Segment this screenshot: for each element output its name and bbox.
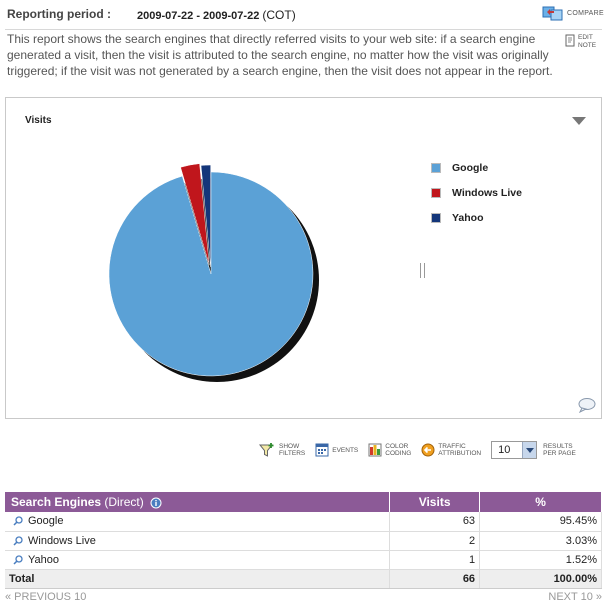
traffic-attribution-line1: TRAFFIC: [438, 443, 466, 450]
legend-swatch-google: [431, 162, 441, 173]
table-row: Yahoo 1 1.52%: [5, 550, 602, 570]
show-filters-line2: FILTERS: [279, 450, 306, 457]
row-name: Yahoo: [28, 553, 59, 566]
events-button[interactable]: EVENTS: [315, 443, 358, 457]
edit-note-label: EDIT NOTE: [578, 34, 596, 50]
results-per-page-value: 10: [498, 444, 511, 456]
color-coding-line1: COLOR: [385, 443, 409, 450]
calendar-icon: [315, 443, 329, 457]
pie-chart: [108, 163, 319, 382]
compare-icon: [542, 6, 563, 21]
panel-resize-handle[interactable]: [420, 263, 425, 278]
row-visits: 2: [389, 531, 481, 551]
pie-slice-google[interactable]: [108, 171, 314, 377]
table-row: Google 63 95.45%: [5, 512, 602, 532]
show-filters-button[interactable]: SHOW FILTERS: [258, 442, 305, 458]
next-page-link[interactable]: NEXT 10 »: [548, 591, 602, 603]
results-per-page-line2: PER PAGE: [543, 450, 576, 457]
report-header: Reporting period : 2009-07-22 - 2009-07-…: [0, 0, 607, 30]
color-coding-button[interactable]: COLOR CODING: [368, 443, 411, 457]
chevron-down-icon[interactable]: [522, 442, 537, 458]
row-link-google[interactable]: Google: [9, 515, 385, 527]
show-filters-line1: SHOW: [279, 443, 300, 450]
row-percent: 1.52%: [479, 550, 602, 570]
legend-item-google: Google: [431, 155, 522, 180]
table-header-row: Search Engines (Direct) Visits %: [5, 492, 602, 512]
row-name: Windows Live: [28, 534, 96, 547]
row-link-windows-live[interactable]: Windows Live: [9, 535, 385, 547]
reporting-period-label: Reporting period :: [7, 7, 111, 21]
legend-label-google: Google: [452, 161, 489, 174]
results-per-page: 10 RESULTS PER PAGE: [491, 441, 576, 459]
traffic-attribution-button[interactable]: TRAFFIC ATTRIBUTION: [421, 443, 481, 457]
column-header-percent[interactable]: %: [479, 492, 602, 512]
edit-note-icon: [565, 34, 575, 47]
chart-title: Visits: [25, 115, 52, 126]
previous-page-link[interactable]: « PREVIOUS 10: [5, 591, 87, 603]
table-row: Windows Live 2 3.03%: [5, 531, 602, 551]
legend-swatch-windows-live: [431, 187, 441, 198]
events-label: EVENTS: [332, 446, 359, 454]
edit-note-line2: NOTE: [578, 42, 597, 49]
legend-swatch-yahoo: [431, 212, 441, 223]
timezone: (COT): [262, 8, 296, 22]
edit-note-button[interactable]: EDIT NOTE: [565, 34, 596, 50]
total-label: Total: [5, 569, 391, 589]
magnifier-icon: [13, 516, 23, 526]
pie-slice-yahoo[interactable]: [200, 164, 211, 268]
legend-label-windows-live: Windows Live: [452, 186, 522, 199]
chart-panel: Visits Google Windows Live Yahoo: [5, 97, 602, 419]
column-header-search-engines[interactable]: Search Engines (Direct): [5, 492, 391, 512]
period-dates: 2009-07-22 - 2009-07-22: [137, 10, 260, 22]
edit-note-line1: EDIT: [578, 34, 593, 41]
table-total-row: Total 66 100.00%: [5, 569, 602, 589]
row-name: Google: [28, 515, 64, 528]
column-header-name: Search Engines: [11, 495, 102, 509]
row-percent: 3.03%: [479, 531, 602, 551]
results-per-page-line1: RESULTS: [543, 443, 573, 450]
legend-item-yahoo: Yahoo: [431, 205, 522, 230]
color-coding-line2: CODING: [385, 450, 412, 457]
pie-slice-windows-live[interactable]: [180, 163, 210, 266]
report-toolbar: SHOW FILTERS EVENTS COLOR CODING TRAFFIC AT…: [258, 438, 576, 462]
header-divider: [5, 29, 602, 30]
traffic-attribution-icon: [421, 443, 435, 457]
compare-button[interactable]: COMPARE: [542, 5, 604, 22]
reporting-period-value[interactable]: 2009-07-22 - 2009-07-22 (COT): [137, 8, 296, 22]
column-header-subtitle: (Direct): [104, 495, 144, 509]
comment-icon[interactable]: [577, 397, 597, 413]
report-description: This report shows the search engines tha…: [7, 32, 553, 78]
info-icon[interactable]: [150, 497, 162, 509]
row-percent: 95.45%: [479, 512, 602, 532]
row-visits: 63: [389, 512, 481, 532]
search-engines-table: Search Engines (Direct) Visits % Google …: [5, 492, 602, 589]
compare-label: COMPARE: [567, 10, 604, 17]
row-link-yahoo[interactable]: Yahoo: [9, 554, 385, 566]
row-visits: 1: [389, 550, 481, 570]
traffic-attribution-line2: ATTRIBUTION: [438, 450, 482, 457]
color-coding-icon: [368, 443, 382, 457]
chart-options-dropdown-icon[interactable]: [572, 117, 586, 125]
chart-legend: Google Windows Live Yahoo: [431, 155, 522, 230]
results-per-page-select[interactable]: 10: [491, 441, 538, 459]
column-header-visits[interactable]: Visits: [389, 492, 481, 512]
total-visits: 66: [389, 569, 481, 589]
legend-label-yahoo: Yahoo: [452, 211, 484, 224]
total-percent: 100.00%: [479, 569, 602, 589]
filter-icon: [258, 443, 274, 457]
legend-item-windows-live: Windows Live: [431, 180, 522, 205]
magnifier-icon: [13, 535, 23, 546]
magnifier-icon: [13, 554, 23, 565]
